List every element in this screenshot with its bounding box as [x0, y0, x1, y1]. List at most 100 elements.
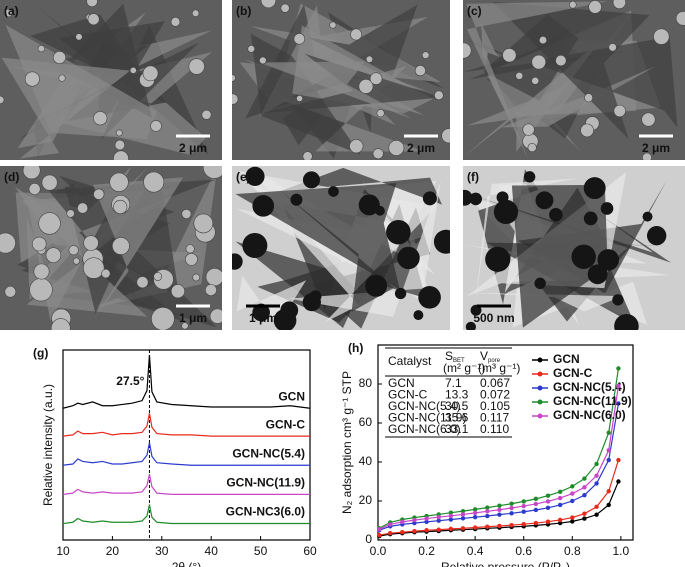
micrograph: (f) 500 nm [463, 166, 685, 330]
particle [37, 45, 46, 53]
particle [101, 268, 111, 279]
particle [523, 171, 536, 183]
point [582, 492, 587, 498]
point [570, 519, 575, 524]
particle [502, 48, 517, 63]
particle [58, 74, 66, 82]
point [377, 532, 382, 538]
table-cell: 30.5 [445, 399, 469, 413]
particle [170, 17, 181, 27]
table-cell: 7.1 [445, 376, 462, 390]
particle [83, 235, 99, 251]
series-label: GCN-C [266, 417, 306, 431]
particle [113, 199, 128, 215]
particle [612, 294, 624, 306]
table-cell: GCN-C [388, 388, 428, 402]
particle [493, 199, 519, 225]
point [533, 496, 539, 502]
particle [329, 21, 337, 29]
particle [252, 303, 270, 322]
point [521, 509, 526, 514]
particle [349, 139, 364, 154]
table-cell: 0.067 [480, 376, 510, 390]
plot-frame [377, 344, 634, 541]
micrograph: (e) 1 μm [232, 166, 450, 330]
particle [434, 90, 444, 101]
x-tick-label: 50 [254, 544, 268, 558]
micrograph: (d) 1 μm [0, 166, 222, 330]
particle [469, 192, 483, 206]
flake [466, 1, 609, 160]
particle [433, 229, 450, 254]
particle [86, 0, 98, 8]
particle [113, 150, 129, 160]
point [424, 528, 429, 533]
point [545, 499, 551, 504]
particle [302, 171, 320, 189]
flake [280, 167, 443, 205]
point [582, 476, 587, 481]
series-label: GCN-NC(11.9) [226, 476, 305, 490]
legend-marker [537, 399, 543, 405]
particle [201, 109, 212, 120]
scale-bar-label: 2 μm [642, 141, 670, 155]
x-tick-label: 1.0 [613, 544, 630, 558]
point [616, 383, 621, 389]
particle [252, 195, 275, 217]
point [533, 507, 539, 513]
particle [496, 191, 509, 204]
legend-marker [537, 371, 543, 377]
particle [583, 211, 598, 226]
point [557, 495, 563, 501]
particle [83, 257, 105, 279]
series-label: GCN-NC(5.4) [232, 446, 305, 460]
point [472, 507, 478, 512]
point [616, 457, 621, 463]
particle [232, 253, 243, 270]
flake [307, 4, 418, 79]
point [400, 530, 405, 535]
particle [421, 51, 430, 59]
particle [280, 301, 299, 320]
point [377, 527, 382, 532]
point [472, 514, 478, 520]
point [616, 401, 621, 406]
point [521, 522, 526, 527]
micrograph: (a) 2 μm [0, 0, 222, 160]
particle [296, 95, 303, 102]
panel-label: (d) [4, 170, 19, 184]
particle [485, 246, 511, 272]
point [594, 504, 599, 510]
particle [463, 42, 472, 59]
y-axis-label: Relative intensity (a.u.) [41, 384, 55, 506]
x-tick-label: 20 [106, 544, 120, 558]
point [570, 491, 575, 496]
table-cell: GCN [388, 376, 415, 390]
particle [470, 304, 482, 316]
particle [422, 191, 437, 206]
particle [93, 188, 105, 200]
particle [188, 58, 205, 75]
particle [192, 273, 201, 282]
particle [531, 76, 540, 85]
panel-label: (c) [467, 4, 482, 18]
point [448, 526, 454, 532]
particle [87, 13, 100, 26]
particle [608, 43, 617, 52]
particle [205, 284, 217, 296]
legend-marker [537, 385, 543, 391]
particle [386, 219, 411, 245]
particle [365, 55, 374, 63]
x-axis-label: 2θ (°) [172, 560, 201, 567]
particle [33, 263, 50, 280]
particle [202, 166, 222, 179]
point [485, 509, 490, 514]
flake [259, 61, 413, 119]
series-line [62, 355, 311, 409]
particle [584, 93, 593, 103]
table-cell: 0.117 [480, 411, 509, 425]
panel-label: (b) [236, 4, 251, 18]
x-tick-label: 0.2 [418, 544, 435, 558]
point [533, 501, 539, 507]
point [570, 498, 575, 504]
